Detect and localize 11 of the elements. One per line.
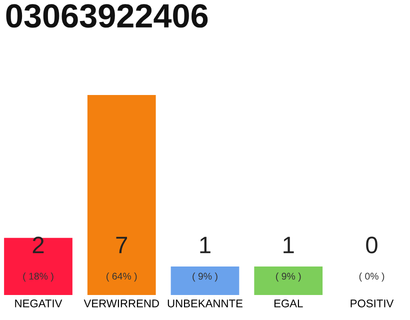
data-label: 1 ( 9% ) — [276, 236, 301, 282]
x-tick-label: UNBEKANNTE — [168, 300, 242, 308]
data-label: 0 ( 0% ) — [359, 236, 384, 282]
x-tick-label: NEGATIV — [15, 300, 62, 308]
x-tick-label: POSITIV — [350, 300, 394, 308]
chart-title: 03063922406 — [6, 4, 208, 28]
x-tick-label: EGAL — [274, 300, 303, 308]
data-label: 2 ( 18% ) — [23, 236, 54, 282]
data-label: 7 ( 64% ) — [106, 236, 137, 282]
data-label: 1 ( 9% ) — [192, 236, 218, 282]
x-tick-label: VERWIRREND — [84, 300, 159, 308]
